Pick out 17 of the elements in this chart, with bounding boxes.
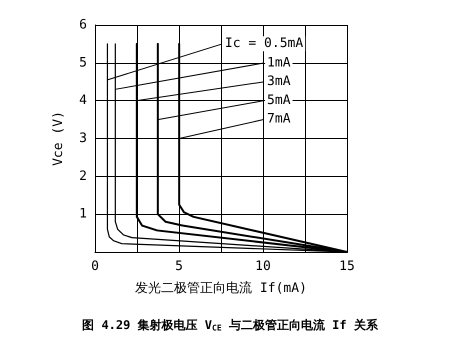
x-tick-label: 0: [91, 259, 99, 274]
annotation: 7mA: [267, 112, 291, 127]
y-tick-label: 6: [79, 18, 87, 32]
annotation: Ic = 0.5mA: [224, 36, 304, 52]
y-tick-label: 4: [79, 93, 88, 108]
y-tick-label: 1: [79, 206, 87, 222]
y-tick-label: 3: [79, 131, 87, 146]
x-tick-label: 15: [339, 259, 355, 274]
x-tick-label: 5: [175, 259, 183, 274]
y-tick-label: 5: [79, 55, 87, 70]
annotation: 1mA: [267, 55, 291, 70]
x-tick-label: 10: [255, 259, 271, 274]
annotation: 3mA: [267, 74, 291, 90]
x-axis-title: 发光二极管正向电流 If(mA): [135, 280, 307, 296]
annotation: 5mA: [267, 92, 291, 108]
y-axis-title: Vce (V): [51, 111, 66, 166]
y-tick-label: 2: [79, 168, 87, 184]
